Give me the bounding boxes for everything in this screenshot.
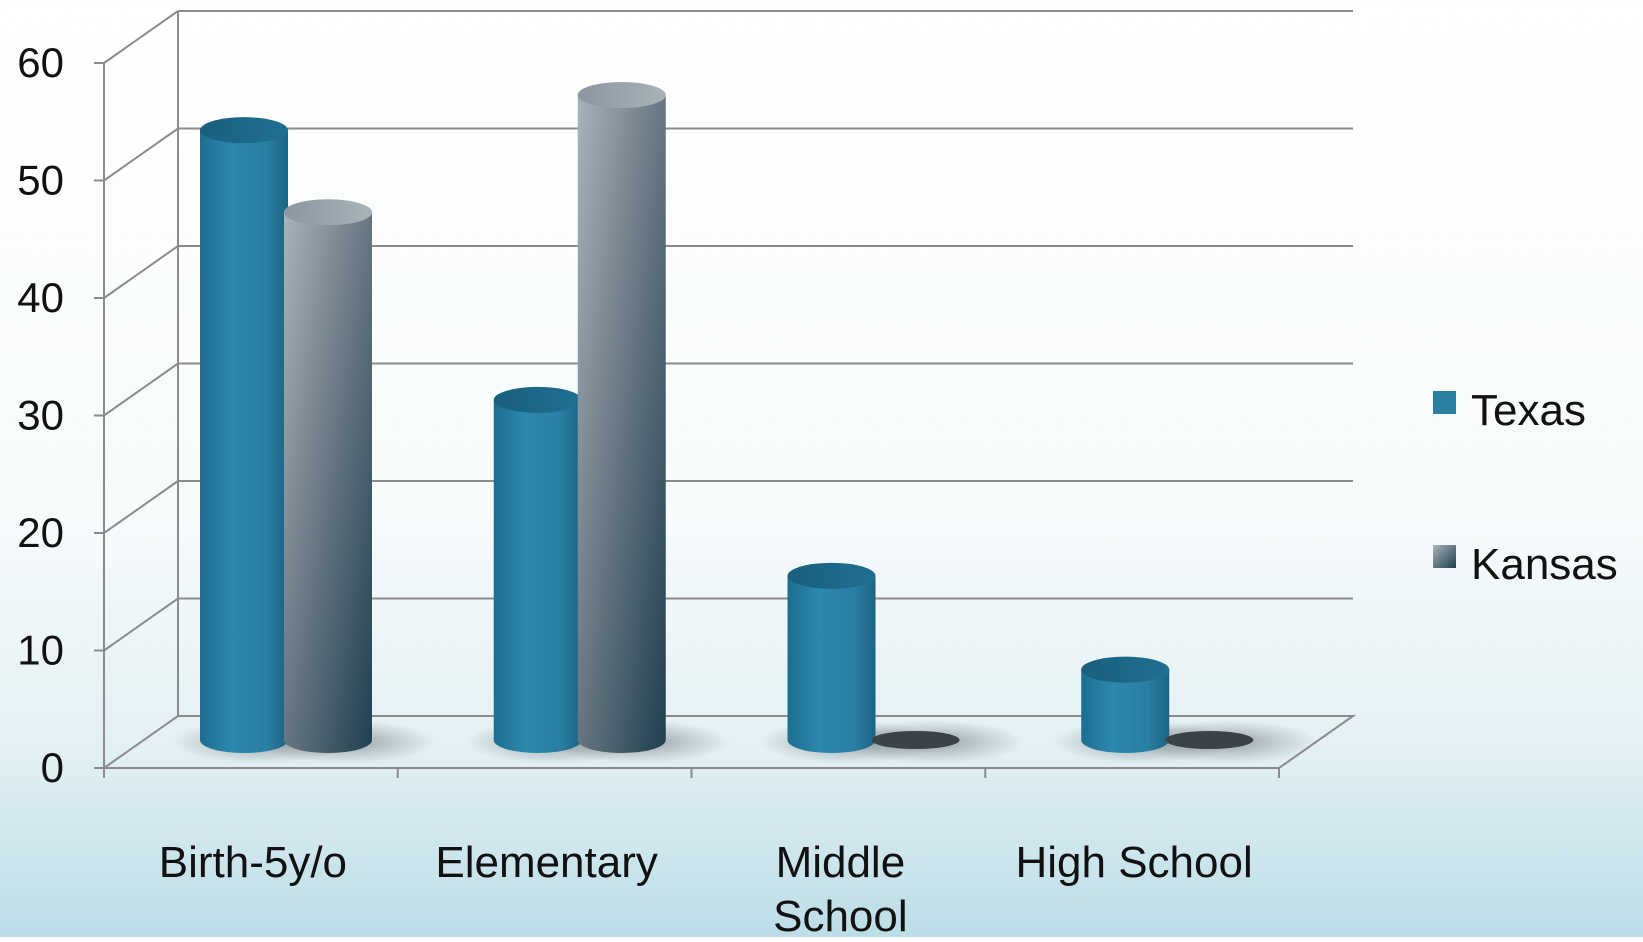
bar-top bbox=[1081, 656, 1170, 683]
legend-swatch-texas bbox=[1433, 391, 1456, 414]
y-tick-label: 10 bbox=[17, 627, 64, 674]
gridline-side bbox=[103, 362, 179, 417]
bar-kansas bbox=[871, 731, 960, 749]
bar-kansas bbox=[1165, 731, 1254, 749]
gridline-side bbox=[103, 245, 179, 299]
axes bbox=[94, 62, 1280, 778]
bar-body bbox=[200, 130, 288, 753]
x-tick-label: High School bbox=[1015, 838, 1252, 887]
x-axis-tick-labels: Birth-5y/o Elementary Middle School High Sch… bbox=[159, 838, 1253, 941]
bar-texas bbox=[493, 386, 582, 754]
y-tick-label: 60 bbox=[17, 39, 64, 86]
legend: Texas Kansas bbox=[1433, 386, 1618, 589]
x-tick-label: Middle School bbox=[773, 838, 908, 937]
bar-top bbox=[200, 117, 288, 144]
bar-body bbox=[577, 95, 666, 754]
gridline-side bbox=[103, 597, 179, 652]
bar-body bbox=[284, 212, 372, 754]
y-axis-tick-labels: 0 10 20 30 40 50 60 bbox=[17, 39, 64, 791]
bar-zero-disc bbox=[871, 731, 960, 749]
bars bbox=[200, 82, 1254, 754]
bar-top bbox=[284, 199, 372, 226]
bar-kansas bbox=[284, 199, 372, 754]
gridline-side bbox=[103, 127, 179, 182]
y-tick-label: 50 bbox=[17, 157, 64, 204]
bar-body bbox=[493, 399, 582, 754]
legend-label-kansas: Kansas bbox=[1471, 540, 1618, 589]
y-tick-label: 20 bbox=[17, 509, 64, 556]
bar-body bbox=[787, 575, 876, 754]
bar-body bbox=[1081, 669, 1170, 754]
legend-label-texas: Texas bbox=[1471, 386, 1586, 435]
gridline-side bbox=[103, 10, 179, 64]
y-tick-label: 40 bbox=[17, 274, 64, 321]
x-tick-label: Elementary bbox=[435, 838, 658, 887]
bar-texas bbox=[1081, 656, 1170, 754]
bar-top bbox=[493, 386, 582, 413]
bar-texas bbox=[200, 117, 288, 753]
x-tick-label: Birth-5y/o bbox=[159, 838, 347, 887]
bar-top bbox=[787, 562, 876, 589]
bar-zero-disc bbox=[1165, 731, 1254, 749]
legend-swatch-kansas bbox=[1433, 545, 1456, 568]
gridline-side bbox=[103, 480, 179, 534]
bar-kansas bbox=[577, 82, 666, 754]
y-tick-label: 0 bbox=[41, 744, 64, 791]
bar-texas bbox=[787, 562, 876, 754]
y-tick-label: 30 bbox=[17, 392, 64, 439]
bar-top bbox=[577, 82, 666, 108]
